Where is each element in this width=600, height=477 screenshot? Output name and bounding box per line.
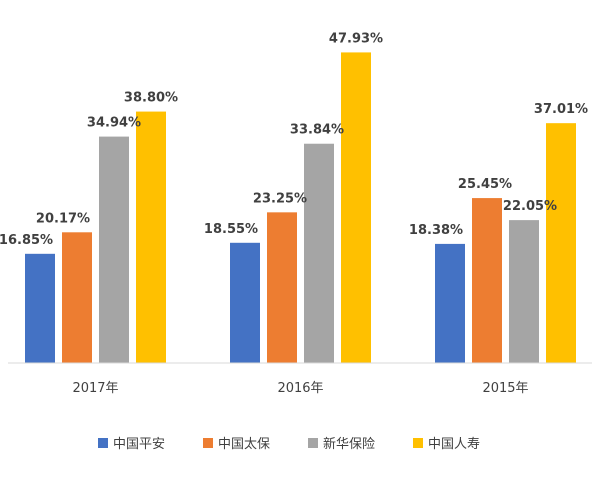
bar-2015年-中国太保 — [472, 198, 502, 363]
bar-2017年-中国人寿 — [136, 111, 166, 364]
x-tick-labels: 2017年 2016年 2015年 — [72, 381, 528, 396]
data-label-2017年-中国太保: 20.17% — [36, 211, 90, 226]
legend-label-中国平安: 中国平安 — [113, 437, 165, 452]
legend-swatch-中国太保 — [203, 438, 213, 448]
bar-2017年-中国平安 — [25, 253, 55, 363]
bar-2016年-中国太保 — [267, 212, 297, 363]
bar-2015年-中国平安 — [435, 243, 465, 363]
legend: 中国平安 中国太保 新华保险 中国人寿 — [98, 436, 480, 452]
bar-2016年-中国人寿 — [341, 52, 371, 363]
legend-label-中国人寿: 中国人寿 — [428, 437, 480, 452]
bar-2017年-中国太保 — [62, 232, 92, 363]
legend-swatch-中国人寿 — [413, 438, 423, 448]
legend-item-中国太保: 中国太保 — [203, 437, 270, 452]
x-tick-label-2015年: 2015年 — [482, 381, 528, 396]
data-label-2015年-新华保险: 22.05% — [503, 199, 557, 214]
bars-layer — [25, 52, 576, 364]
data-label-2015年-中国太保: 25.45% — [458, 177, 512, 192]
data-label-2016年-中国平安: 18.55% — [204, 222, 258, 237]
bar-2017年-新华保险 — [99, 136, 129, 363]
legend-label-新华保险: 新华保险 — [323, 436, 375, 452]
data-label-2016年-中国人寿: 47.93% — [329, 31, 383, 46]
data-labels-layer: 16.85% 20.17% 34.94% 38.80% 18.55% 23.25% 33.8… — [0, 31, 588, 247]
data-label-2016年-新华保险: 33.84% — [290, 123, 344, 138]
data-label-2017年-新华保险: 34.94% — [87, 116, 141, 131]
bar-2016年-中国平安 — [230, 242, 260, 363]
legend-swatch-新华保险 — [308, 438, 318, 448]
legend-item-新华保险: 新华保险 — [308, 436, 375, 452]
bar-2016年-新华保险 — [304, 143, 334, 363]
legend-swatch-中国平安 — [98, 438, 108, 448]
bar-2015年-中国人寿 — [546, 123, 576, 363]
data-label-2017年-中国人寿: 38.80% — [124, 91, 178, 106]
legend-label-中国太保: 中国太保 — [218, 437, 270, 452]
legend-item-中国人寿: 中国人寿 — [413, 437, 480, 452]
x-tick-label-2016年: 2016年 — [277, 381, 323, 396]
data-label-2017年-中国平安: 16.85% — [0, 233, 53, 248]
data-label-2015年-中国平安: 18.38% — [409, 223, 463, 238]
x-tick-label-2017年: 2017年 — [72, 381, 118, 396]
bar-2015年-新华保险 — [509, 220, 539, 363]
data-label-2016年-中国太保: 23.25% — [253, 191, 307, 206]
legend-item-中国平安: 中国平安 — [98, 437, 165, 452]
data-label-2015年-中国人寿: 37.01% — [534, 102, 588, 117]
